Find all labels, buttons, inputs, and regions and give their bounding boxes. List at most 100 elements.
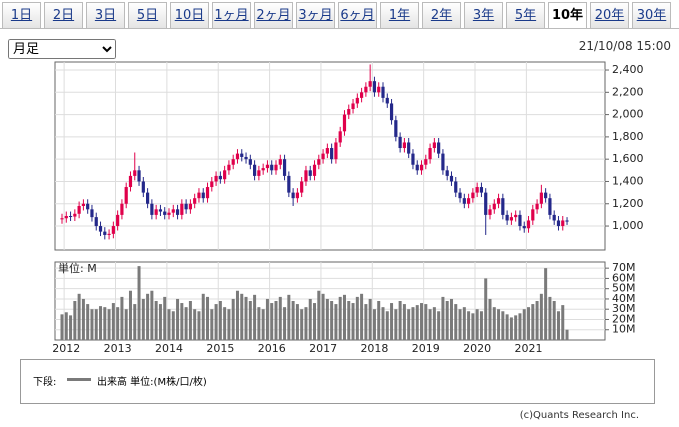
candle-body [556, 220, 561, 227]
legend: 下段: 出来高 単位:(M株/口/枚) [20, 359, 655, 404]
volume-bar [471, 313, 475, 340]
period-tabs: 1日 2日 3日 5日 10日 1ヶ月 2ヶ月 3ヶ月 6ヶ月 1年 2年 3年 5年 10年 20年 30年 [2, 2, 674, 28]
volume-bar [60, 314, 64, 340]
timestamp: 21/10/08 15:00 [578, 39, 671, 53]
period-tab[interactable]: 5年 [506, 2, 545, 28]
period-tab[interactable]: 2ヶ月 [254, 2, 293, 28]
volume-bar [146, 293, 150, 340]
volume-bar [244, 296, 248, 340]
volume-bar [231, 298, 235, 340]
candle-body [227, 164, 231, 171]
period-tab[interactable]: 30年 [632, 2, 671, 28]
volume-bar [360, 293, 364, 340]
volume-bar [120, 296, 124, 340]
period-tab[interactable]: 1日 [2, 2, 41, 28]
volume-bar [334, 304, 338, 340]
volume-bar [201, 293, 205, 340]
candle-body [128, 175, 133, 188]
volume-bar [402, 304, 406, 340]
candle-body [419, 164, 424, 171]
candle-body [437, 142, 441, 154]
volume-bar [488, 298, 492, 340]
candle-body [411, 153, 415, 165]
volume-bar [372, 309, 376, 340]
volume-bar [342, 294, 346, 340]
period-tab[interactable]: 2日 [44, 2, 83, 28]
volume-bar [69, 315, 73, 340]
volume-bar [330, 301, 334, 340]
candle-body [68, 216, 73, 218]
volume-bar [94, 309, 98, 340]
volume-bar [214, 304, 218, 340]
y-tick-label: 60M [612, 271, 636, 284]
candle-body [372, 81, 377, 93]
candle-body [184, 203, 188, 210]
candle-body [154, 209, 158, 215]
y-tick-label: 1,000 [612, 219, 644, 232]
volume-bar [261, 309, 265, 340]
candle-body [257, 170, 261, 176]
interval-select[interactable]: 月足 [8, 39, 116, 59]
y-tick-label: 2,200 [612, 85, 644, 98]
candle-body [509, 217, 513, 221]
volume-bar [300, 309, 304, 340]
volume-bar [197, 311, 201, 340]
x-tick-label: 2012 [52, 342, 80, 355]
volume-bar [141, 298, 145, 340]
volume-bar [467, 311, 471, 340]
candle-body [475, 187, 479, 193]
candle-body [188, 203, 192, 210]
volume-bar [381, 307, 385, 340]
period-tab[interactable]: 3ヶ月 [296, 2, 335, 28]
volume-bar [325, 298, 329, 340]
volume-bar [531, 304, 535, 340]
candle-body [146, 192, 150, 204]
volume-bar [351, 303, 355, 340]
candle-body [218, 175, 222, 180]
volume-bar [64, 312, 68, 340]
candle-body [552, 214, 556, 221]
volume-bar [420, 303, 424, 340]
volume-bar [227, 309, 231, 340]
period-tab[interactable]: 2年 [422, 2, 461, 28]
candle-body [81, 203, 85, 206]
volume-bar [90, 309, 94, 340]
candle-body [240, 153, 244, 157]
period-tab[interactable]: 5日 [128, 2, 167, 28]
candle-body [492, 203, 496, 210]
candle-body [124, 187, 128, 204]
candle-body [210, 181, 214, 188]
volume-bar [509, 317, 513, 340]
candle-body [544, 192, 548, 199]
candle-body [133, 170, 137, 176]
candle-body [223, 170, 227, 180]
volume-bar [475, 309, 479, 340]
volume-bar [77, 293, 81, 340]
candle-body [90, 209, 94, 218]
candle-body [407, 142, 411, 154]
period-tab[interactable]: 20年 [590, 2, 629, 28]
candle-body [312, 164, 317, 176]
candle-body [334, 142, 338, 160]
volume-bar [218, 301, 222, 340]
candle-body [282, 159, 287, 176]
candle-body [381, 86, 385, 98]
period-tab[interactable]: 10年 [548, 2, 587, 28]
candle-body [330, 148, 334, 160]
candle-body [180, 203, 184, 215]
candle-body [278, 159, 282, 165]
candle-body [205, 187, 210, 199]
candle-body [385, 97, 389, 104]
candle-body [445, 170, 449, 176]
volume-bar [385, 311, 389, 340]
period-tab[interactable]: 1年 [380, 2, 419, 28]
candle-body [351, 103, 355, 110]
period-tab[interactable]: 6ヶ月 [338, 2, 377, 28]
candle-body [535, 203, 539, 210]
period-tab[interactable]: 3日 [86, 2, 125, 28]
period-tab[interactable]: 1ヶ月 [212, 2, 251, 28]
candle-body [467, 198, 471, 204]
period-tab[interactable]: 10日 [170, 2, 209, 28]
period-tab[interactable]: 3年 [464, 2, 503, 28]
